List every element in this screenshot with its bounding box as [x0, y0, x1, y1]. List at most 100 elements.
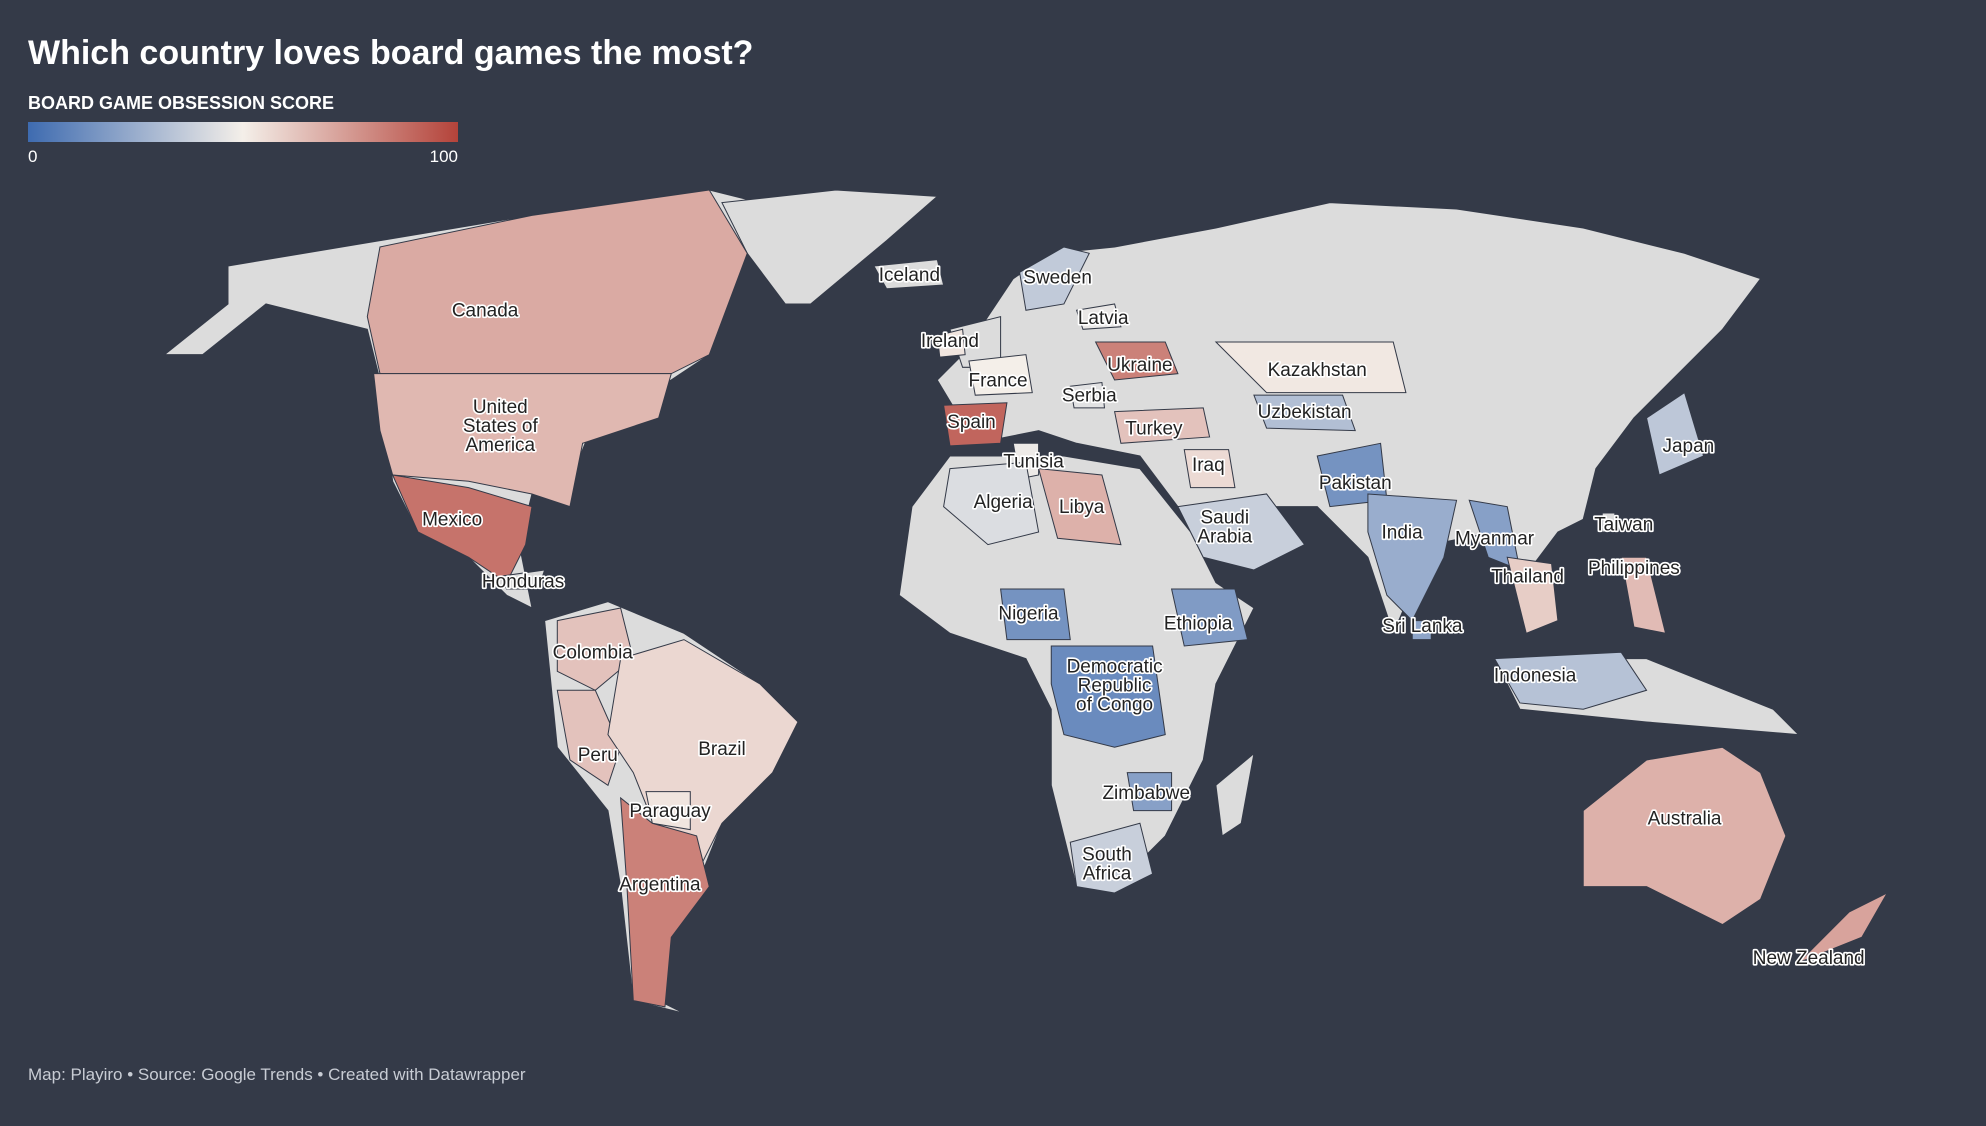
landmass	[1215, 752, 1255, 837]
country	[1214, 341, 1407, 394]
country	[1620, 556, 1667, 634]
country-label: Ethiopia	[1164, 613, 1233, 634]
source: Map: Playiro • Source: Google Trends • C…	[28, 1065, 526, 1084]
country	[1019, 246, 1090, 311]
country-label: Colombia	[553, 643, 634, 664]
country-label-line: of Congo	[1076, 695, 1153, 716]
country	[1493, 651, 1648, 710]
country-label-line: Iceland	[879, 265, 940, 286]
country-label-line: Libya	[1059, 497, 1105, 518]
legend-bar	[28, 122, 458, 142]
country	[1126, 772, 1173, 812]
country-label-line: Nigeria	[998, 603, 1059, 624]
country-label: Saudi Arabia	[1197, 508, 1252, 548]
legend-tick-label: 100	[430, 147, 458, 166]
country-label: Indonesia	[1494, 665, 1577, 686]
country-label-line: Sri Lanka	[1382, 616, 1463, 637]
country-label-line: Peru	[578, 745, 618, 766]
country-label-line: Africa	[1083, 864, 1132, 885]
country-label-line: Taiwan	[1594, 515, 1653, 536]
country	[645, 791, 691, 831]
country	[936, 328, 966, 358]
country	[1582, 746, 1787, 926]
country-label: Pakistan	[1319, 473, 1392, 494]
country-label-line: Myanmar	[1455, 529, 1534, 550]
country	[968, 354, 1033, 396]
country	[1069, 822, 1154, 894]
country-label: India	[1382, 522, 1424, 543]
country-label-line: Serbia	[1062, 386, 1117, 407]
country	[1177, 493, 1306, 571]
country-label-line: Ireland	[921, 331, 979, 352]
country-label: Honduras	[482, 572, 564, 593]
country-label: Japan	[1662, 436, 1714, 457]
legend-tick-label: 0	[28, 147, 37, 166]
country	[873, 259, 945, 290]
country-label: United States of America	[463, 397, 539, 456]
country	[1798, 891, 1889, 964]
country-label-line: Brazil	[698, 739, 745, 760]
country	[1037, 468, 1122, 546]
country-label: Peru	[578, 745, 618, 766]
country-label: Iraq	[1192, 455, 1225, 476]
country-label-line: Iraq	[1192, 455, 1225, 476]
country-label: Ireland	[921, 331, 979, 352]
country-label-line: France	[969, 370, 1028, 391]
country	[499, 569, 546, 590]
country-label-line: Sweden	[1023, 268, 1092, 289]
country-label: Spain	[947, 412, 996, 433]
country-label-line: Argentina	[619, 874, 701, 895]
country-label-line: Pakistan	[1319, 473, 1392, 494]
country-label: Kazakhstan	[1268, 360, 1367, 381]
country	[1506, 556, 1559, 634]
country-label-line: Algeria	[974, 492, 1034, 513]
country-label: Nigeria	[998, 603, 1059, 624]
country-label-line: Zimbabwe	[1102, 783, 1190, 804]
country-label: Sweden	[1023, 268, 1092, 289]
country	[943, 402, 1008, 447]
country	[1645, 391, 1705, 476]
country-label-line: Indonesia	[1494, 665, 1577, 686]
country	[620, 796, 710, 1008]
legend-title: BOARD GAME OBSESSION SCORE	[28, 93, 334, 113]
country-label: New Zealand	[1753, 948, 1865, 969]
legend-ticks: 0 100	[28, 147, 458, 166]
country-label: Libya	[1059, 497, 1105, 518]
country-label: Serbia	[1062, 386, 1117, 407]
country-label: Latvia	[1078, 308, 1129, 329]
country-label-line: Spain	[947, 412, 996, 433]
country-label-line: Turkey	[1125, 418, 1183, 439]
country-label: Philippines	[1588, 558, 1680, 579]
country-label-line: Saudi	[1201, 508, 1250, 529]
country-label: Turkey	[1125, 418, 1183, 439]
country-label-line: United	[473, 397, 528, 418]
country	[1253, 394, 1356, 432]
country	[1411, 620, 1432, 641]
country	[1094, 341, 1179, 381]
country-label-line: Japan	[1662, 436, 1714, 457]
country-label-line: New Zealand	[1753, 948, 1865, 969]
country-label-line: Democratic	[1067, 657, 1163, 678]
country-label-line: Kazakhstan	[1268, 360, 1367, 381]
country-label-line: Republic	[1078, 676, 1152, 697]
country-label-line: States of	[463, 416, 539, 437]
country-label-line: South	[1082, 845, 1132, 866]
country-label: Tunisia	[1003, 451, 1064, 472]
country-label-line: America	[465, 435, 535, 456]
country	[366, 189, 748, 375]
country-label: France	[969, 370, 1028, 391]
country	[1170, 588, 1249, 647]
country-label: Taiwan	[1594, 515, 1653, 536]
country-label: Australia	[1648, 809, 1722, 830]
country-label-line: Philippines	[1588, 558, 1680, 579]
country	[1069, 381, 1106, 409]
country-label-line: Honduras	[482, 572, 564, 593]
country-label: Democratic Republic of Congo	[1067, 657, 1163, 716]
country	[556, 689, 622, 787]
country-label: Sri Lanka	[1382, 616, 1463, 637]
country-label-line: Arabia	[1197, 527, 1252, 548]
country	[556, 607, 634, 691]
country	[1000, 588, 1071, 641]
